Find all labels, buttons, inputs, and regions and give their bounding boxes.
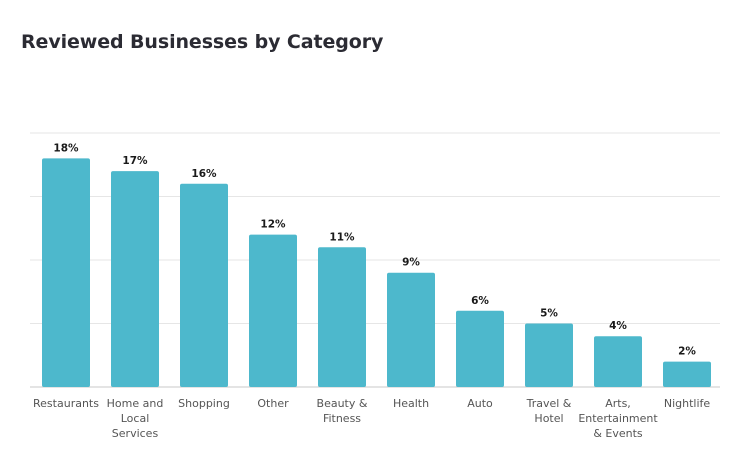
bar-1 [111,171,159,387]
chart-title: Reviewed Businesses by Category [21,31,384,53]
tick-label-8: Arts, Entertainment & Events [578,397,658,440]
tick-label-line: Local [121,412,150,425]
tick-label-line: Arts, [605,397,631,410]
tick-label-6: Auto [467,397,493,410]
bars [42,158,711,387]
bar-6 [456,310,504,387]
tick-label-9: Nightlife [664,397,711,410]
bar-5 [387,272,435,387]
tick-label-line: Shopping [178,397,230,410]
x-axis-tick-labels: Restaurants Home and Local Services Shopping… [33,397,710,440]
tick-label-line: & Events [593,427,643,440]
bar-3 [249,234,297,387]
tick-label-line: Hotel [534,412,563,425]
tick-label-7: Travel & Hotel [526,397,572,425]
tick-label-4: Beauty & Fitness [317,397,368,425]
tick-label-line: Travel & [526,397,572,410]
bar-7 [525,323,573,387]
data-label-8: 4% [609,320,627,332]
data-label-6: 6% [471,295,489,307]
data-label-2: 16% [191,168,217,180]
tick-label-3: Other [257,397,289,410]
data-label-4: 11% [329,231,355,243]
tick-label-line: Auto [467,397,493,410]
tick-label-2: Shopping [178,397,230,410]
bar-0 [42,158,90,387]
data-label-0: 18% [53,142,79,154]
tick-label-line: Other [257,397,289,410]
bar-2 [180,183,228,387]
tick-label-0: Restaurants [33,397,99,410]
tick-label-line: Restaurants [33,397,99,410]
tick-label-line: Beauty & [317,397,368,410]
data-label-7: 5% [540,308,558,320]
bar-8 [594,336,642,387]
tick-label-line: Home and [107,397,164,410]
data-labels: 18% 17% 16% 12% 11% 9% 6% 5% 4% 2% [53,142,696,357]
data-label-3: 12% [260,219,286,231]
bar-4 [318,247,366,387]
data-label-5: 9% [402,257,420,269]
data-label-9: 2% [678,346,696,358]
tick-label-line: Fitness [323,412,361,425]
data-label-1: 17% [122,155,148,167]
tick-label-5: Health [393,397,429,410]
tick-label-line: Nightlife [664,397,711,410]
tick-label-1: Home and Local Services [107,397,164,440]
bar-9 [663,361,711,387]
tick-label-line: Services [112,427,159,440]
tick-label-line: Entertainment [578,412,658,425]
tick-label-line: Health [393,397,429,410]
